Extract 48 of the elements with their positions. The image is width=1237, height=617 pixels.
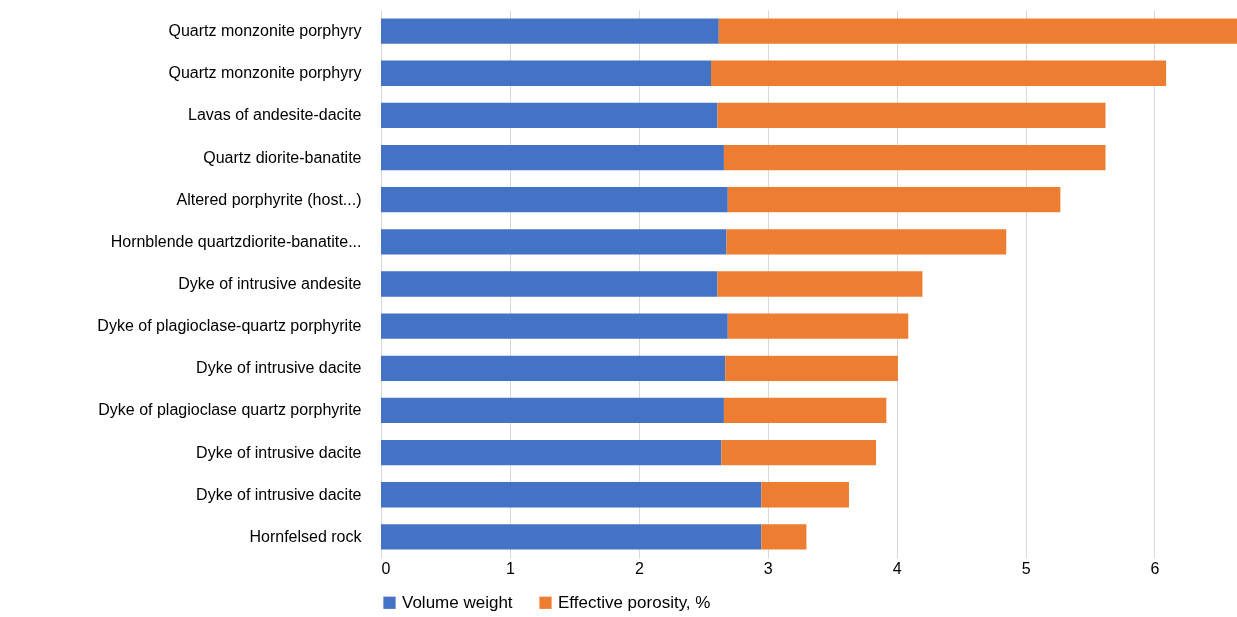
bar xyxy=(717,102,1106,129)
bar xyxy=(381,102,718,129)
x-tick-label: 1 xyxy=(505,559,515,577)
bar xyxy=(723,144,1106,171)
bar xyxy=(381,524,762,550)
x-tick-label: 2 xyxy=(634,559,644,577)
y-tick-label: Dyke of intrusive dacite xyxy=(196,485,362,503)
bar xyxy=(381,229,727,255)
x-tick-label: 4 xyxy=(892,559,902,577)
x-tick-label: 0 xyxy=(381,559,391,577)
bar xyxy=(381,187,728,213)
y-tick-label: Lavas of andesite-dacite xyxy=(188,106,362,124)
bar xyxy=(381,397,724,424)
bar xyxy=(381,60,712,86)
y-tick-label: Dyke of plagioclase-quartz porphyrite xyxy=(97,317,362,335)
y-tick-label: Altered porphyrite (host...) xyxy=(176,190,362,208)
y-tick-label: Hornblende quartzdiorite-banatite... xyxy=(110,232,362,250)
y-tick-label: Dyke of intrusive dacite xyxy=(196,359,362,377)
bar xyxy=(721,439,877,466)
bar xyxy=(381,355,726,381)
y-tick-label: Dyke of plagioclase quartz porphyrite xyxy=(98,401,362,419)
x-tick-label: 3 xyxy=(763,559,773,577)
bar xyxy=(717,271,923,297)
bar xyxy=(711,60,1167,86)
y-tick-label: Quartz monzonite porphyry xyxy=(168,64,362,82)
legend-label: Effective porosity, % xyxy=(558,592,711,612)
bar xyxy=(381,482,762,508)
y-tick-label: Quartz diorite-banatite xyxy=(203,148,362,166)
bar xyxy=(761,482,849,508)
bar xyxy=(381,439,722,466)
bar xyxy=(381,144,724,171)
y-tick-label: Dyke of intrusive andesite xyxy=(178,275,362,292)
bar xyxy=(723,397,887,424)
bar xyxy=(727,313,909,339)
bar xyxy=(727,187,1061,213)
x-tick-label: 5 xyxy=(1021,559,1031,577)
y-tick-label: Hornfelsed rock xyxy=(249,527,363,545)
bar xyxy=(718,18,1237,44)
bar xyxy=(381,271,718,297)
bar xyxy=(381,18,719,44)
x-tick-label: 6 xyxy=(1150,559,1160,577)
bar xyxy=(381,313,728,339)
bar xyxy=(726,229,1007,255)
y-tick-label: Quartz monzonite porphyry xyxy=(168,22,362,40)
legend-label: Volume weight xyxy=(402,592,513,612)
bar xyxy=(761,524,807,550)
bar xyxy=(725,355,898,381)
y-tick-label: Dyke of intrusive dacite xyxy=(196,443,362,461)
